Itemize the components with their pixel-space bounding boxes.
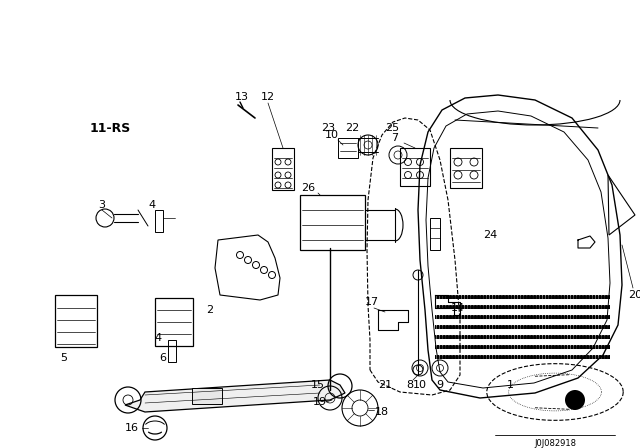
Circle shape	[565, 390, 585, 410]
Text: 23: 23	[321, 123, 335, 133]
Text: 12: 12	[261, 92, 275, 102]
Text: 6: 6	[159, 353, 166, 363]
Text: 8: 8	[406, 380, 413, 390]
Text: 16: 16	[125, 423, 139, 433]
Bar	[338, 138, 358, 158]
Text: 26: 26	[301, 183, 315, 193]
Bar	[450, 148, 482, 188]
Bar	[192, 388, 222, 404]
Text: 24: 24	[483, 230, 497, 240]
Text: 19: 19	[313, 397, 327, 407]
Text: 11-RS: 11-RS	[90, 121, 131, 134]
Bar	[300, 195, 365, 250]
Text: 9: 9	[436, 380, 444, 390]
Text: 14: 14	[451, 303, 465, 313]
Text: 20: 20	[628, 290, 640, 300]
Text: 3: 3	[99, 200, 106, 210]
Text: 7: 7	[392, 133, 399, 143]
Bar	[155, 210, 163, 232]
Text: 18: 18	[375, 407, 389, 417]
Text: 5: 5	[61, 353, 67, 363]
Text: 15: 15	[311, 380, 325, 390]
Bar	[272, 148, 294, 190]
Text: 22: 22	[345, 123, 359, 133]
Text: 1: 1	[506, 380, 513, 390]
Text: 17: 17	[365, 297, 379, 307]
Text: 4: 4	[148, 200, 156, 210]
Text: 21: 21	[378, 380, 392, 390]
Bar	[155, 298, 193, 346]
Text: 10: 10	[413, 380, 427, 390]
Text: 10: 10	[325, 130, 339, 140]
Text: 13: 13	[235, 92, 249, 102]
Bar	[430, 218, 440, 250]
Bar	[168, 340, 176, 362]
Text: 2: 2	[207, 305, 214, 315]
Bar	[55, 295, 97, 347]
Bar	[400, 148, 430, 186]
Text: 4: 4	[154, 333, 161, 343]
Polygon shape	[125, 380, 345, 412]
Text: J0J082918: J0J082918	[534, 439, 576, 448]
Text: 25: 25	[385, 123, 399, 133]
